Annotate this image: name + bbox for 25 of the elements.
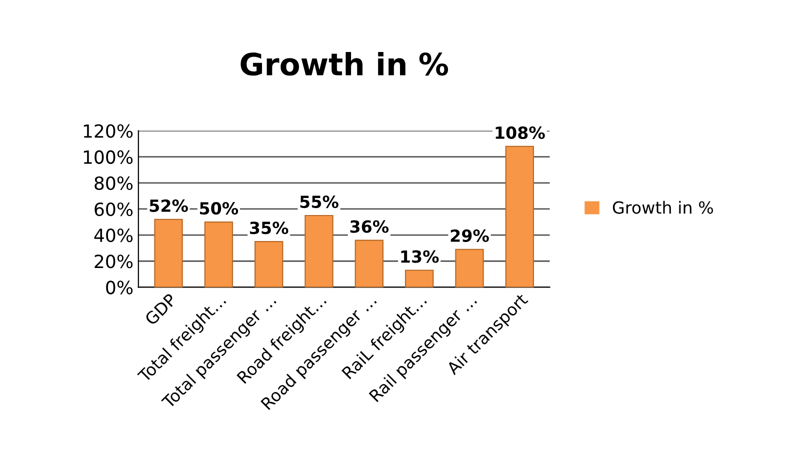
text: 50% [200, 202, 238, 215]
text: 55% [300, 196, 338, 208]
text: 52% [150, 199, 188, 212]
text: 36% [350, 220, 389, 233]
legend-label: Growth in % [612, 200, 713, 214]
y-tick-label: 120% [84, 124, 133, 138]
bar [204, 221, 234, 288]
bar [354, 240, 384, 288]
y-tick-label: 0% [106, 280, 133, 294]
bar [254, 241, 284, 288]
y-tick-label: 60% [94, 202, 133, 216]
bar [404, 270, 434, 288]
y-tick-label: 20% [94, 254, 133, 268]
bar [154, 218, 183, 288]
y-tick-label: 40% [94, 228, 133, 242]
text: 108% [496, 126, 545, 140]
text: 13% [401, 250, 439, 263]
bar [505, 146, 534, 288]
y-tick-label: 80% [94, 176, 133, 190]
chart-title: Growth in % [240, 52, 448, 76]
y-tick-label: 100% [84, 150, 133, 164]
bar [304, 214, 334, 288]
text: 35% [250, 222, 288, 234]
bar [455, 248, 484, 288]
text: 29% [450, 229, 489, 242]
